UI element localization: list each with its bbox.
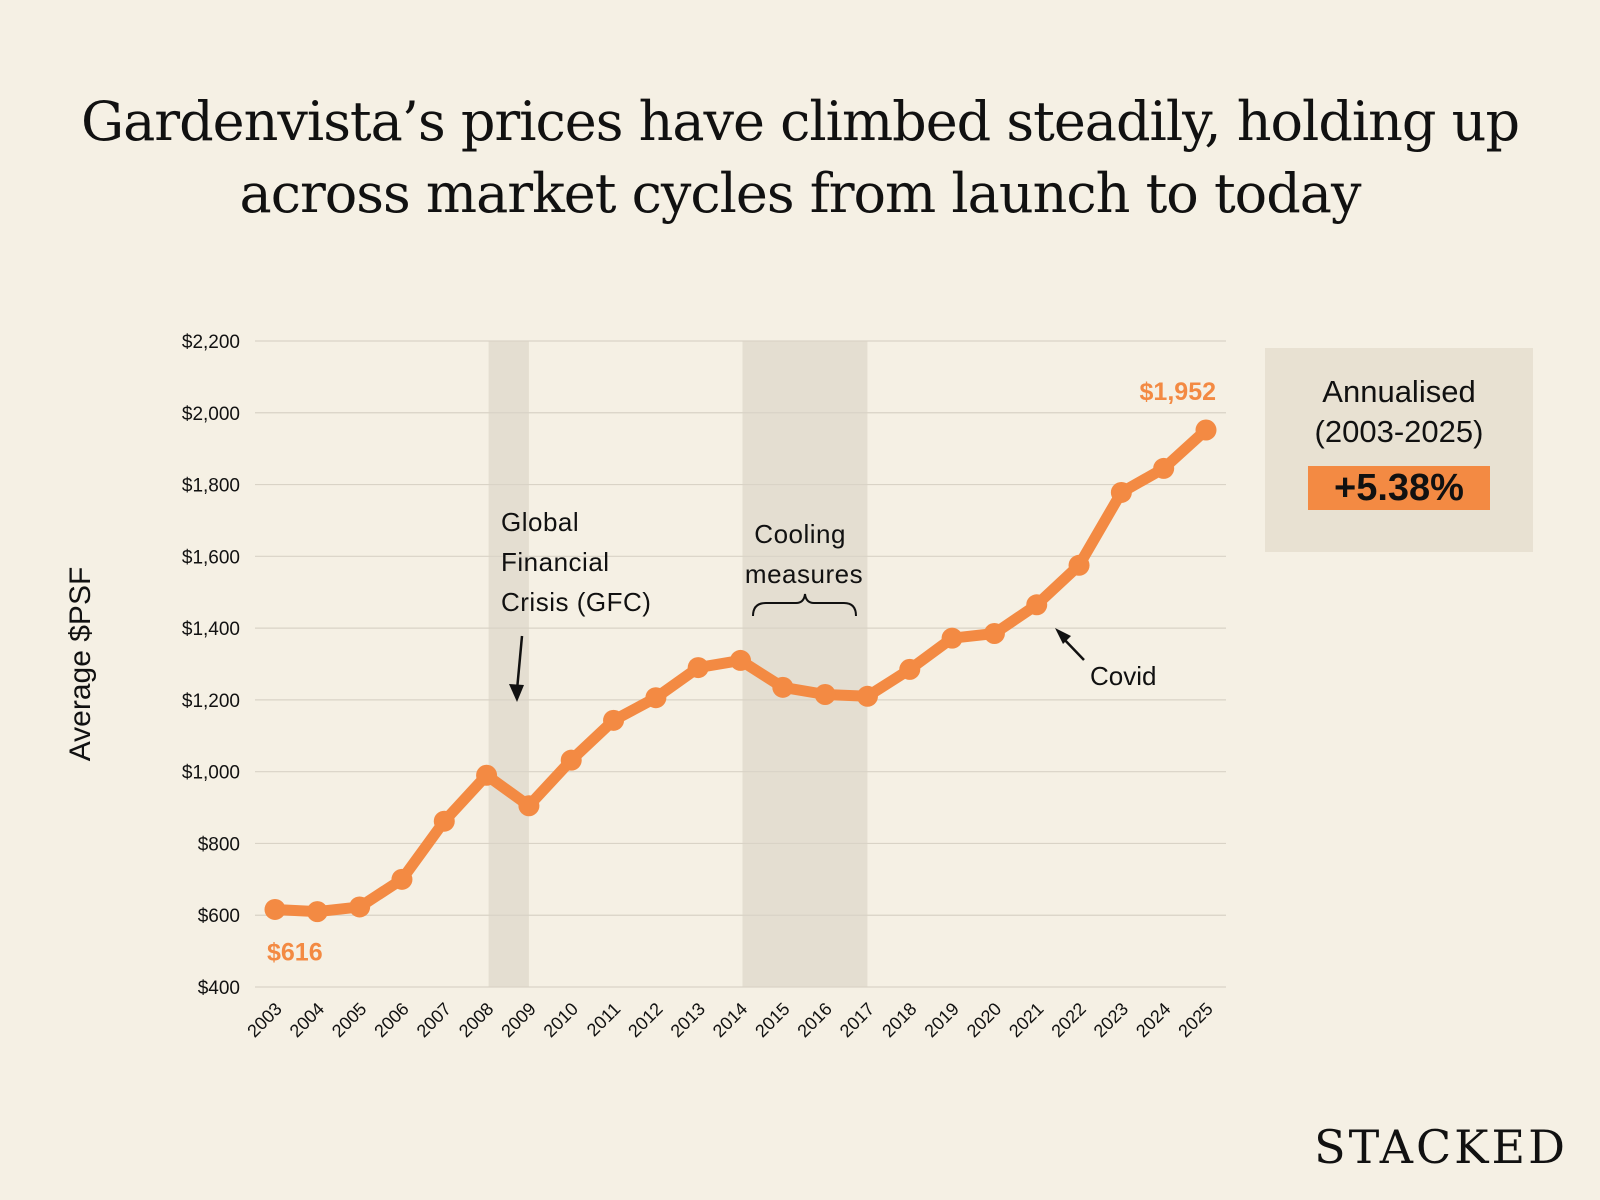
x-tick-label: 2007 — [413, 999, 455, 1041]
y-tick-label: $2,200 — [182, 332, 240, 353]
x-tick-label: 2018 — [878, 999, 920, 1041]
annotation-gfc-line-3: Crisis (GFC) — [501, 587, 651, 617]
chart-title: Gardenvista’s prices have climbed steadi… — [40, 86, 1560, 230]
x-tick-label: 2019 — [920, 999, 962, 1041]
annotations: Global Financial Crisis (GFC) Cooling me… — [501, 507, 1156, 702]
data-point — [306, 901, 328, 923]
data-point — [391, 868, 413, 890]
data-point — [560, 749, 582, 771]
y-tick-label: $800 — [198, 834, 240, 855]
x-tick-label: 2010 — [540, 999, 582, 1041]
x-tick-label: 2016 — [794, 999, 836, 1041]
svg-text:Cooling measures: Cooling measures — [745, 519, 863, 589]
x-tick-label: 2006 — [370, 999, 412, 1041]
x-tick-label: 2003 — [243, 999, 285, 1041]
data-point — [856, 685, 878, 707]
annotation-gfc-line-1: Global — [501, 507, 579, 537]
annotation-gfc: Global Financial Crisis (GFC) — [501, 507, 651, 702]
x-tick-label: 2014 — [709, 999, 751, 1041]
value-label: $616 — [267, 938, 323, 966]
chart-title-line-2: across market cycles from launch to toda… — [239, 162, 1362, 225]
x-tick-label: 2023 — [1090, 999, 1132, 1041]
shaded-period-0 — [488, 341, 529, 987]
data-point — [687, 657, 709, 679]
y-tick-label: $600 — [198, 906, 240, 927]
data-point — [1110, 481, 1132, 503]
data-point — [349, 896, 371, 918]
stacked-logo: STACKED — [1314, 1120, 1568, 1174]
y-tick-label: $1,200 — [182, 691, 240, 712]
data-point — [1153, 457, 1175, 479]
x-tick-label: 2008 — [455, 999, 497, 1041]
stat-label-line-2: (2003-2025) — [1314, 414, 1484, 449]
shaded-period-1 — [742, 341, 868, 987]
stat-label-line-1: Annualised — [1322, 374, 1476, 409]
x-tick-label: 2013 — [667, 999, 709, 1041]
data-point — [433, 810, 455, 832]
y-tick-label: $400 — [198, 978, 240, 999]
annotation-cooling-line-1: Cooling — [754, 519, 846, 549]
y-tick-labels: $400 $600 $800 $1,000 $1,200 $1,400 $1,600 $1,8… — [182, 332, 240, 999]
annotation-gfc-line-2: Financial — [501, 547, 610, 577]
data-point — [941, 627, 963, 649]
annotation-covid: Covid — [1055, 628, 1156, 691]
data-points — [264, 419, 1217, 923]
annotation-covid-label: Covid — [1090, 661, 1156, 691]
data-point — [1026, 594, 1048, 616]
annotation-cooling-line-2: measures — [745, 559, 863, 589]
stat-label: Annualised (2003-2025) — [1265, 372, 1533, 452]
value-label: $1,952 — [1140, 378, 1216, 406]
y-axis-label: Average $PSF — [64, 567, 97, 762]
shaded-periods — [488, 341, 868, 987]
covid-arrowhead-icon — [1055, 628, 1071, 644]
x-tick-label: 2009 — [497, 999, 539, 1041]
data-point — [603, 709, 625, 731]
x-tick-label: 2017 — [836, 999, 878, 1041]
y-tick-label: $1,800 — [182, 476, 240, 497]
value-labels: $616 $1,952 — [267, 378, 1216, 966]
data-point — [772, 676, 794, 698]
chart-title-line-1: Gardenvista’s prices have climbed steadi… — [80, 90, 1520, 153]
data-point — [814, 684, 836, 706]
y-tick-label: $1,000 — [182, 763, 240, 784]
x-tick-label: 2011 — [583, 999, 625, 1041]
annualised-stat-box: Annualised (2003-2025) +5.38% — [1265, 348, 1533, 552]
x-tick-label: 2022 — [1047, 999, 1089, 1041]
x-tick-label: 2025 — [1174, 999, 1216, 1041]
x-tick-label: 2005 — [328, 999, 370, 1041]
x-tick-label: 2015 — [751, 999, 793, 1041]
y-tick-label: $1,400 — [182, 619, 240, 640]
data-point — [645, 687, 667, 709]
data-point — [264, 898, 286, 920]
svg-text:Global Financial: Global Financial Crisis (GFC) — [501, 507, 651, 617]
gridlines — [255, 340, 1226, 988]
y-tick-label: $2,000 — [182, 404, 240, 425]
data-point — [1068, 554, 1090, 576]
annotation-cooling: Cooling measures — [745, 519, 863, 617]
stat-value-badge: +5.38% — [1308, 466, 1490, 510]
data-point — [476, 764, 498, 786]
data-point — [1195, 419, 1217, 441]
gfc-arrowhead-icon — [509, 684, 524, 702]
y-tick-label: $1,600 — [182, 547, 240, 568]
x-tick-labels: 2003 2004 2005 2006 2007 2008 2009 2010 2011 2012… — [243, 999, 1216, 1041]
data-point — [730, 649, 751, 671]
gfc-arrow-icon — [515, 635, 524, 691]
x-tick-label: 2020 — [963, 999, 1005, 1041]
x-tick-label: 2024 — [1132, 999, 1174, 1041]
curly-brace-icon — [752, 593, 857, 617]
data-point — [518, 795, 540, 817]
x-tick-label: 2012 — [624, 999, 666, 1041]
data-point — [899, 658, 921, 680]
x-tick-label: 2004 — [286, 999, 328, 1041]
x-tick-label: 2021 — [1005, 999, 1047, 1041]
data-point — [983, 622, 1005, 644]
